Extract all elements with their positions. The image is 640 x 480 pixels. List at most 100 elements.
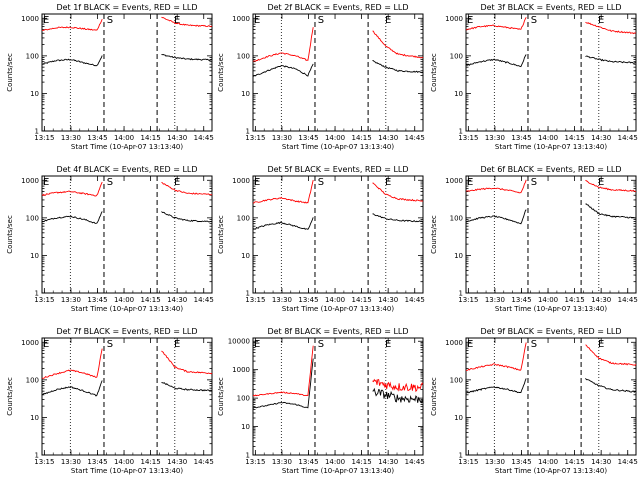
y-tick-label: 10	[241, 90, 250, 98]
x-tick-label: 14:00	[538, 458, 558, 466]
region-marker: E	[598, 15, 604, 26]
region-marker: E	[174, 177, 180, 188]
x-tick-label: 14:00	[114, 458, 134, 466]
y-tick-label: 10	[30, 90, 39, 98]
y-tick-label: 10	[241, 423, 250, 431]
x-tick-label: 13:30	[272, 458, 292, 466]
y-tick-label: 1000	[232, 177, 250, 185]
region-marker: E	[43, 177, 49, 188]
y-tick-label: 100	[237, 214, 250, 222]
y-tick-label: 1	[35, 128, 39, 136]
x-tick-label: 13:30	[61, 296, 81, 304]
series-lld-line	[41, 16, 213, 31]
x-tick-label: 14:30	[167, 458, 187, 466]
y-tick-label: 1	[459, 452, 463, 460]
series-events-line	[466, 378, 637, 394]
x-tick-label: 13:15	[458, 296, 478, 304]
y-axis-label: Counts/sec	[430, 377, 438, 416]
x-tick-label: 14:15	[352, 458, 372, 466]
x-axis-label: Start Time (10-Apr-07 13:13:40)	[282, 143, 394, 151]
x-tick-label: 13:45	[511, 458, 531, 466]
region-marker: E	[254, 177, 260, 188]
panel-title: Det 6f BLACK = Events, RED = LLD	[480, 165, 621, 174]
y-tick-label: 100	[26, 52, 39, 60]
y-tick-label: 1	[246, 128, 250, 136]
x-tick-label: 13:15	[34, 458, 54, 466]
region-marker: E	[43, 339, 49, 350]
x-tick-label: 14:45	[405, 458, 425, 466]
panel-1: Det 1f BLACK = Events, RED = LLD 1 10 100 10…	[6, 3, 214, 151]
x-tick-label: 13:30	[61, 134, 81, 142]
x-tick-label: 13:45	[511, 134, 531, 142]
series-events-line	[465, 203, 637, 225]
x-tick-label: 14:15	[352, 296, 372, 304]
y-tick-label: 1	[35, 290, 39, 298]
y-axis-label: Counts/sec	[6, 377, 14, 416]
region-marker: E	[254, 15, 260, 26]
y-tick-label: 100	[26, 214, 39, 222]
region-marker: S	[318, 339, 324, 350]
x-tick-label: 14:15	[141, 296, 161, 304]
region-marker: S	[531, 15, 537, 26]
x-tick-label: 14:15	[565, 458, 585, 466]
panel-5: Det 5f BLACK = Events, RED = LLD 1 10 100 10…	[217, 165, 425, 313]
x-tick-label: 14:15	[141, 134, 161, 142]
panel-title: Det 5f BLACK = Events, RED = LLD	[267, 165, 408, 174]
region-marker: S	[531, 177, 537, 188]
y-axis-label: Counts/sec	[217, 53, 225, 92]
series-events-line	[41, 54, 213, 67]
y-tick-label: 10	[454, 90, 463, 98]
x-tick-label: 14:45	[405, 296, 425, 304]
x-axis-label: Start Time (10-Apr-07 13:13:40)	[495, 467, 607, 475]
y-tick-label: 100	[450, 376, 463, 384]
y-tick-label: 10	[454, 414, 463, 422]
y-tick-label: 10	[454, 252, 463, 260]
x-tick-label: 13:45	[298, 296, 318, 304]
x-tick-label: 14:00	[114, 296, 134, 304]
x-tick-label: 13:45	[87, 134, 107, 142]
panel-6: Det 6f BLACK = Events, RED = LLD 1 10 100 10…	[430, 165, 638, 313]
panel-title: Det 8f BLACK = Events, RED = LLD	[267, 327, 408, 336]
panel-4: Det 4f BLACK = Events, RED = LLD 1 10 100 10…	[6, 165, 214, 313]
region-marker: E	[467, 15, 473, 26]
x-tick-label: 14:45	[618, 458, 638, 466]
x-tick-label: 13:30	[61, 458, 81, 466]
region-marker: E	[598, 177, 604, 188]
x-axis-label: Start Time (10-Apr-07 13:13:40)	[282, 467, 394, 475]
panel-title: Det 2f BLACK = Events, RED = LLD	[267, 3, 408, 12]
x-axis-label: Start Time (10-Apr-07 13:13:40)	[495, 143, 607, 151]
y-axis-label: Counts/sec	[430, 215, 438, 254]
y-axis-label: Counts/sec	[6, 215, 14, 254]
x-tick-label: 14:30	[591, 458, 611, 466]
region-marker: E	[174, 339, 180, 350]
y-tick-label: 10	[30, 414, 39, 422]
x-tick-label: 13:15	[458, 134, 478, 142]
x-tick-label: 13:45	[87, 458, 107, 466]
series-events-line	[465, 54, 636, 68]
panel-8: Det 8f BLACK = Events, RED = LLD 1 10 100 10…	[217, 327, 425, 475]
y-tick-label: 1	[246, 452, 250, 460]
y-tick-label: 100	[237, 52, 250, 60]
x-tick-label: 14:45	[194, 134, 214, 142]
y-tick-label: 1000	[445, 339, 463, 347]
y-tick-label: 100	[237, 395, 250, 403]
x-tick-label: 13:30	[272, 134, 292, 142]
x-axis-label: Start Time (10-Apr-07 13:13:40)	[71, 143, 183, 151]
panel-title: Det 7f BLACK = Events, RED = LLD	[56, 327, 197, 336]
plot-frame	[252, 13, 424, 132]
y-tick-label: 10000	[228, 338, 250, 346]
region-marker: E	[467, 177, 473, 188]
x-tick-label: 13:15	[245, 458, 265, 466]
x-tick-label: 13:30	[485, 458, 505, 466]
x-tick-label: 13:15	[34, 134, 54, 142]
y-tick-label: 1	[35, 452, 39, 460]
series-lld-line	[465, 342, 637, 372]
series-events-line	[41, 380, 213, 397]
region-marker: E	[598, 339, 604, 350]
x-tick-label: 13:15	[245, 134, 265, 142]
region-marker: S	[107, 339, 113, 350]
x-tick-label: 14:30	[378, 296, 398, 304]
x-tick-label: 13:45	[87, 296, 107, 304]
region-marker: S	[107, 177, 113, 188]
x-tick-label: 14:00	[114, 134, 134, 142]
